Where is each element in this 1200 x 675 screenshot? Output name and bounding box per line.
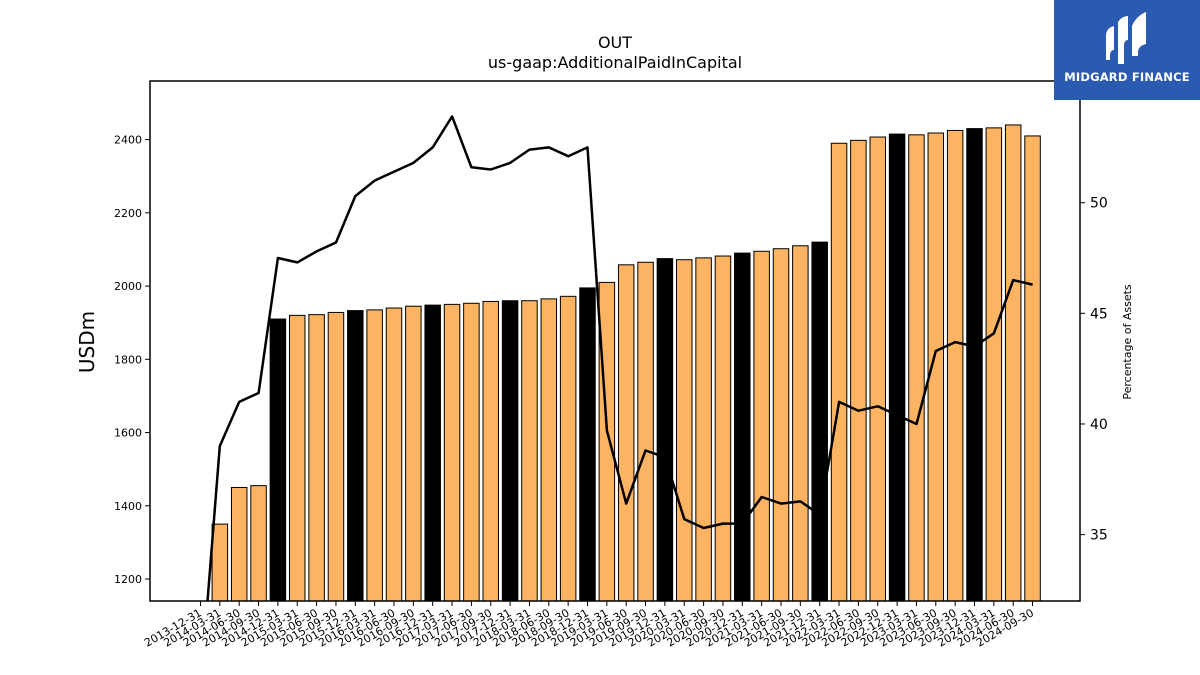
bar: [327, 311, 345, 602]
chart-subtitle: us-gaap:AdditionalPaidInCapital: [488, 53, 742, 72]
bar: [308, 314, 325, 602]
bar: [908, 134, 925, 602]
bar: [753, 250, 770, 602]
bar: [579, 287, 596, 602]
bar: [250, 485, 267, 602]
bar: [830, 142, 848, 602]
bar: [734, 252, 751, 602]
bar: [269, 318, 287, 602]
bar: [695, 257, 712, 602]
y-tick-label: 2200: [114, 207, 142, 220]
y2-tick-label: 35: [1090, 528, 1108, 544]
bar: [985, 127, 1003, 602]
y2-axis-label: Percentage of Assets: [1121, 284, 1134, 400]
bar: [424, 304, 441, 602]
y-tick-label: 1800: [114, 353, 142, 366]
bar: [617, 264, 635, 602]
chart-title: OUT: [598, 33, 632, 52]
bar: [230, 486, 248, 602]
bar: [1004, 124, 1022, 602]
midgard-logo-mark-icon: [1054, 0, 1200, 100]
bar: [289, 314, 306, 602]
bar: [366, 309, 383, 602]
y2-tick-label: 40: [1090, 417, 1108, 433]
bar: [385, 307, 403, 602]
bar: [792, 245, 809, 602]
y-tick-label: 2400: [114, 134, 142, 147]
bar: [443, 303, 461, 602]
bar: [714, 255, 732, 602]
bar: [405, 305, 422, 602]
y2-tick-label: 45: [1090, 306, 1108, 322]
y-tick-label: 1200: [114, 573, 142, 586]
plot-frame: [149, 80, 1081, 602]
y2-tick-label: 50: [1090, 196, 1108, 212]
bar: [656, 258, 674, 602]
y-tick-label: 1600: [114, 427, 142, 440]
bar: [966, 128, 983, 602]
bar: [501, 300, 519, 602]
bar: [888, 133, 906, 602]
bar: [1024, 135, 1041, 602]
brand-name: MIDGARD FINANCE: [1064, 70, 1190, 84]
bar: [540, 298, 558, 602]
bar: [463, 302, 480, 602]
bar: [946, 129, 964, 602]
y-tick-label: 2000: [114, 280, 142, 293]
bar: [772, 248, 790, 602]
bar: [559, 295, 577, 602]
bar: [598, 281, 616, 602]
brand-logo-background: [1054, 0, 1200, 100]
bar: [869, 136, 886, 602]
bar: [211, 523, 229, 602]
y-axis-label: USDm: [75, 311, 99, 373]
bar: [811, 241, 828, 602]
bar: [482, 300, 499, 602]
bar: [521, 300, 538, 602]
y-tick-label: 1400: [114, 500, 142, 513]
brand-logo: MIDGARD FINANCE: [1054, 0, 1200, 100]
bar: [850, 139, 867, 602]
line-series: [206, 115, 1033, 601]
bar: [676, 259, 693, 602]
bar: [347, 310, 364, 602]
bar: [637, 261, 654, 602]
